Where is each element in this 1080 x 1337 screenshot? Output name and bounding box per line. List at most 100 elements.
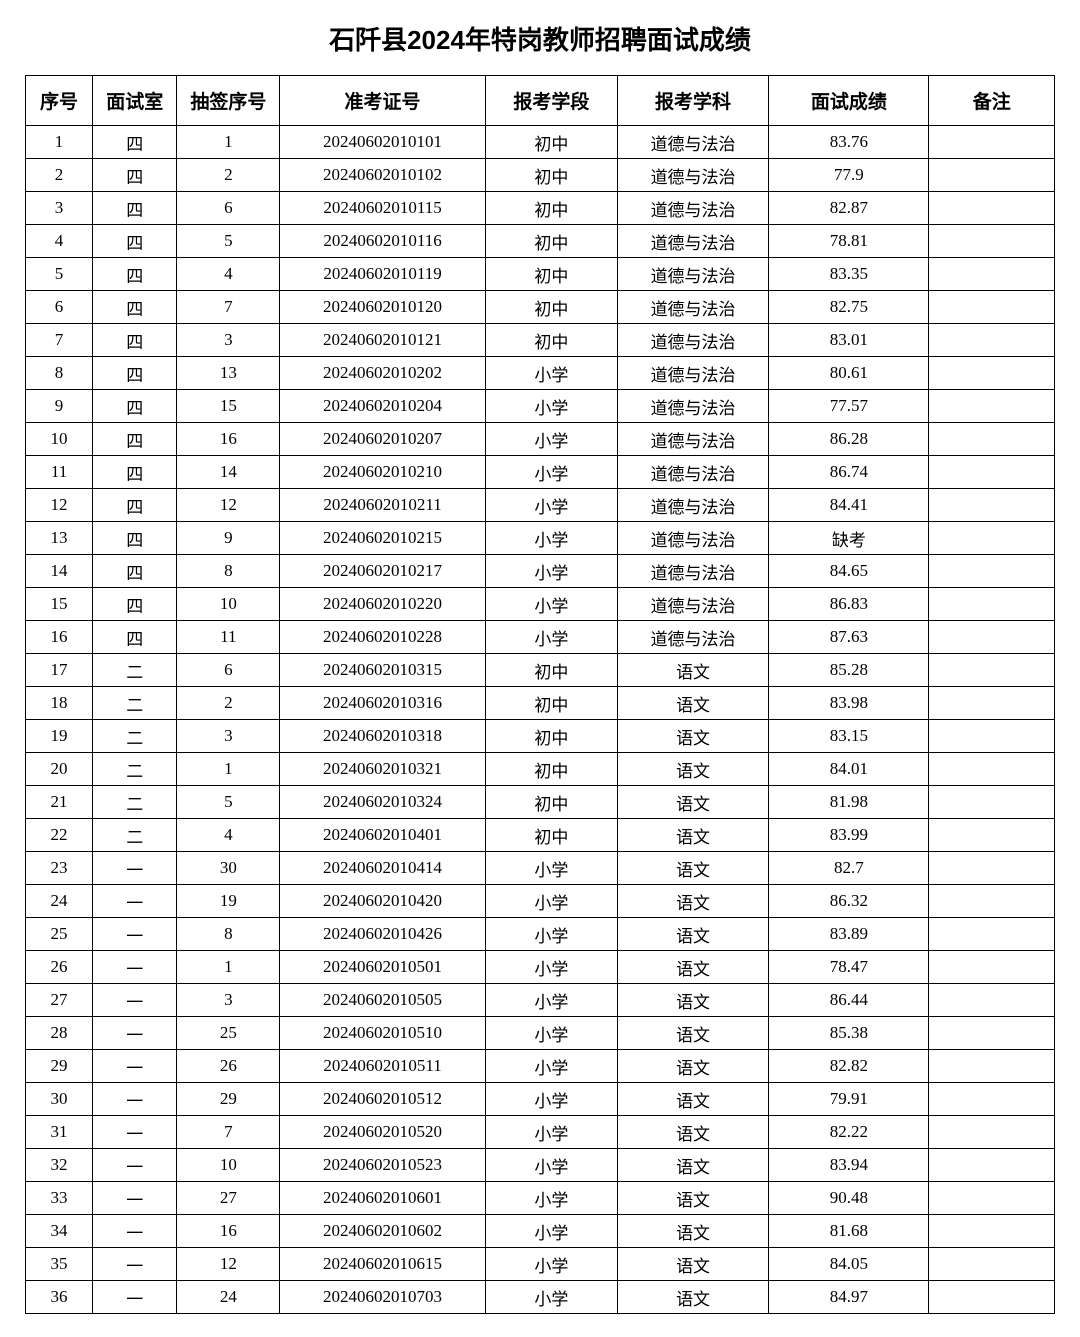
table-cell: 一 (93, 885, 177, 918)
table-cell: 34 (26, 1215, 93, 1248)
table-cell: 77.57 (769, 390, 929, 423)
table-cell: 3 (177, 324, 280, 357)
table-cell: 86.32 (769, 885, 929, 918)
table-cell: 14 (177, 456, 280, 489)
table-cell: 20240602010420 (280, 885, 486, 918)
table-cell (929, 291, 1055, 324)
table-cell: 20240602010207 (280, 423, 486, 456)
table-cell: 小学 (485, 984, 617, 1017)
table-cell: 21 (26, 786, 93, 819)
table-cell: 82.87 (769, 192, 929, 225)
table-cell (929, 753, 1055, 786)
table-cell (929, 522, 1055, 555)
table-cell: 道德与法治 (617, 456, 768, 489)
table-cell: 6 (26, 291, 93, 324)
table-row: 26一120240602010501小学语文78.47 (26, 951, 1055, 984)
table-cell (929, 786, 1055, 819)
table-cell: 35 (26, 1248, 93, 1281)
table-cell: 12 (26, 489, 93, 522)
table-cell: 83.89 (769, 918, 929, 951)
table-cell (929, 1083, 1055, 1116)
table-cell: 初中 (485, 258, 617, 291)
table-cell (929, 1116, 1055, 1149)
table-cell: 小学 (485, 555, 617, 588)
table-cell: 20240602010102 (280, 159, 486, 192)
table-cell: 20240602010414 (280, 852, 486, 885)
table-cell: 10 (177, 1149, 280, 1182)
table-row: 24一1920240602010420小学语文86.32 (26, 885, 1055, 918)
table-cell: 语文 (617, 819, 768, 852)
table-cell: 4 (177, 819, 280, 852)
table-cell: 83.01 (769, 324, 929, 357)
page-title: 石阡县2024年特岗教师招聘面试成绩 (25, 20, 1055, 57)
table-cell: 语文 (617, 720, 768, 753)
table-cell: 初中 (485, 786, 617, 819)
col-header-stage: 报考学段 (485, 76, 617, 126)
table-row: 34一1620240602010602小学语文81.68 (26, 1215, 1055, 1248)
table-cell: 语文 (617, 1281, 768, 1314)
table-cell: 道德与法治 (617, 159, 768, 192)
table-cell: 6 (177, 192, 280, 225)
table-cell: 3 (177, 984, 280, 1017)
table-cell: 20240602010220 (280, 588, 486, 621)
table-cell: 84.05 (769, 1248, 929, 1281)
table-cell: 2 (177, 687, 280, 720)
table-cell: 87.63 (769, 621, 929, 654)
table-cell: 90.48 (769, 1182, 929, 1215)
table-row: 21二520240602010324初中语文81.98 (26, 786, 1055, 819)
table-cell: 83.35 (769, 258, 929, 291)
table-cell: 一 (93, 1281, 177, 1314)
table-cell: 30 (26, 1083, 93, 1116)
table-cell: 20240602010520 (280, 1116, 486, 1149)
table-row: 18二220240602010316初中语文83.98 (26, 687, 1055, 720)
table-cell (929, 621, 1055, 654)
table-cell: 道德与法治 (617, 423, 768, 456)
table-cell: 26 (26, 951, 93, 984)
table-cell: 初中 (485, 687, 617, 720)
col-header-seq: 序号 (26, 76, 93, 126)
table-cell (929, 456, 1055, 489)
table-cell (929, 1017, 1055, 1050)
table-cell: 36 (26, 1281, 93, 1314)
table-cell: 83.99 (769, 819, 929, 852)
table-cell: 20240602010324 (280, 786, 486, 819)
table-cell: 小学 (485, 588, 617, 621)
table-cell (929, 1215, 1055, 1248)
table-cell (929, 918, 1055, 951)
table-cell: 20240602010119 (280, 258, 486, 291)
table-cell (929, 1248, 1055, 1281)
table-cell: 1 (177, 126, 280, 159)
table-cell: 29 (177, 1083, 280, 1116)
table-cell: 小学 (485, 456, 617, 489)
table-cell: 77.9 (769, 159, 929, 192)
table-cell: 79.91 (769, 1083, 929, 1116)
table-cell: 二 (93, 687, 177, 720)
table-cell: 语文 (617, 753, 768, 786)
table-cell (929, 225, 1055, 258)
table-cell: 四 (93, 621, 177, 654)
table-row: 32一1020240602010523小学语文83.94 (26, 1149, 1055, 1182)
table-cell: 20240602010202 (280, 357, 486, 390)
table-cell (929, 1050, 1055, 1083)
table-cell: 一 (93, 1149, 177, 1182)
table-cell: 30 (177, 852, 280, 885)
table-cell: 道德与法治 (617, 621, 768, 654)
table-cell: 3 (26, 192, 93, 225)
table-cell: 四 (93, 192, 177, 225)
table-cell: 语文 (617, 1215, 768, 1248)
table-cell: 20240602010228 (280, 621, 486, 654)
table-cell: 20240602010510 (280, 1017, 486, 1050)
table-cell: 语文 (617, 885, 768, 918)
table-row: 36一2420240602010703小学语文84.97 (26, 1281, 1055, 1314)
table-cell: 86.28 (769, 423, 929, 456)
table-cell: 1 (177, 951, 280, 984)
table-cell: 86.83 (769, 588, 929, 621)
table-cell: 四 (93, 456, 177, 489)
table-cell (929, 588, 1055, 621)
table-cell: 6 (177, 654, 280, 687)
table-cell: 20240602010501 (280, 951, 486, 984)
table-cell: 四 (93, 489, 177, 522)
table-cell: 语文 (617, 1149, 768, 1182)
table-row: 13四920240602010215小学道德与法治缺考 (26, 522, 1055, 555)
table-cell: 道德与法治 (617, 489, 768, 522)
